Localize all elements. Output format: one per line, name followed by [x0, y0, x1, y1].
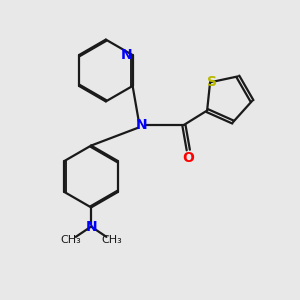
Text: S: S: [207, 75, 217, 89]
Text: N: N: [85, 220, 97, 234]
Text: O: O: [182, 151, 194, 165]
Text: N: N: [135, 118, 147, 132]
Text: CH₃: CH₃: [101, 235, 122, 245]
Text: CH₃: CH₃: [60, 235, 81, 245]
Text: N: N: [120, 48, 132, 62]
